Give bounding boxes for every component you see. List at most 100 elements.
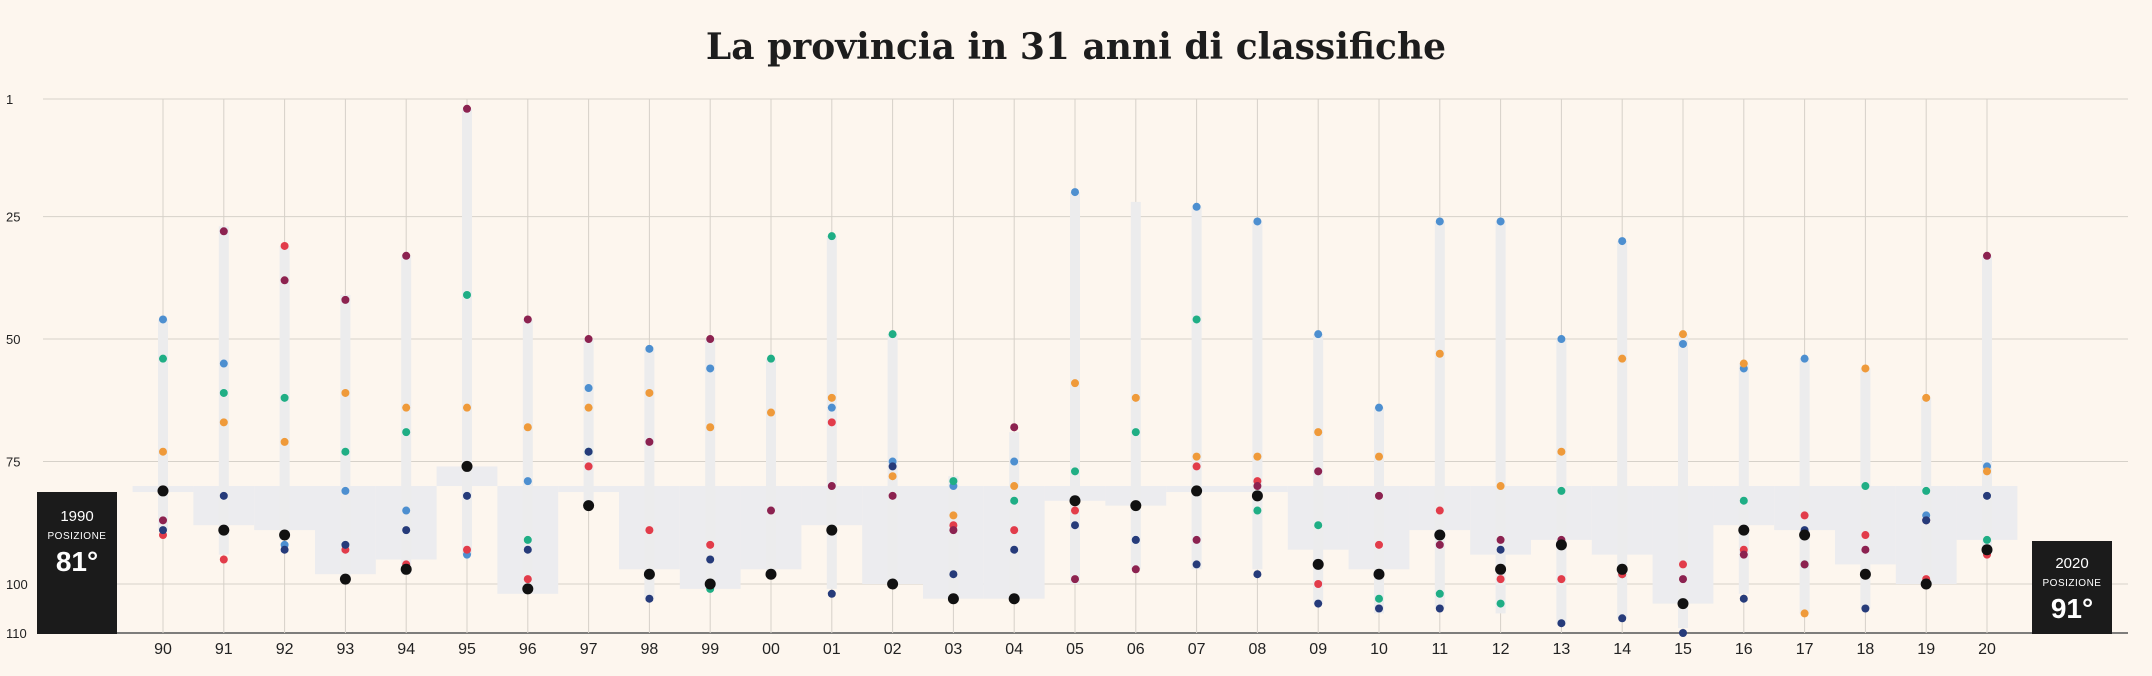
range-column-93 xyxy=(340,294,351,580)
x-tick-94: 94 xyxy=(397,641,415,658)
data-point-navy-94 xyxy=(402,526,411,535)
data-point-red-11 xyxy=(1435,506,1444,515)
data-point-teal-11 xyxy=(1435,589,1444,598)
data-point-navy-14 xyxy=(1618,614,1627,623)
range-column-10 xyxy=(1374,407,1384,614)
data-point-orange-18 xyxy=(1861,364,1870,373)
data-point-red-97 xyxy=(584,462,593,471)
range-column-12 xyxy=(1495,221,1506,614)
range-column-00 xyxy=(766,358,776,575)
data-point-teal-94 xyxy=(402,428,411,437)
range-column-14 xyxy=(1617,241,1628,619)
x-tick-15: 15 xyxy=(1674,641,1692,658)
data-point-teal-08 xyxy=(1253,506,1262,515)
data-point-orange-10 xyxy=(1375,452,1383,461)
data-point-highlight-19 xyxy=(1920,578,1932,590)
range-column-03 xyxy=(948,476,959,599)
data-point-blue-14 xyxy=(1618,237,1627,246)
y-tick-1: 1 xyxy=(6,92,13,107)
data-point-teal-05 xyxy=(1071,467,1079,476)
data-point-red-10 xyxy=(1375,540,1383,549)
end-caption: POSIZIONE xyxy=(2042,578,2102,589)
range-column-17 xyxy=(1799,358,1810,614)
data-point-blue-15 xyxy=(1679,339,1687,348)
range-column-05 xyxy=(1070,192,1080,585)
data-point-navy-95 xyxy=(463,491,471,500)
y-axis-ticks: 1 25 50 75 100 110 xyxy=(6,92,28,641)
range-column-92 xyxy=(279,245,290,540)
data-point-purple-96 xyxy=(523,315,532,324)
data-point-navy-04 xyxy=(1010,545,1019,554)
data-point-highlight-07 xyxy=(1191,485,1203,497)
data-point-orange-04 xyxy=(1010,482,1019,491)
data-point-orange-99 xyxy=(706,423,715,432)
data-point-red-98 xyxy=(645,526,654,535)
data-point-purple-05 xyxy=(1071,575,1079,584)
range-column-08 xyxy=(1252,221,1263,570)
range-column-95 xyxy=(462,108,472,555)
x-tick-07: 07 xyxy=(1188,641,1206,658)
data-point-highlight-02 xyxy=(887,578,899,590)
y-tick-100: 100 xyxy=(6,577,28,592)
data-point-blue-05 xyxy=(1071,188,1079,197)
data-point-teal-96 xyxy=(523,535,532,544)
range-column-06 xyxy=(1130,201,1141,570)
data-point-orange-16 xyxy=(1739,359,1748,368)
data-point-navy-93 xyxy=(341,540,350,549)
data-point-purple-16 xyxy=(1739,550,1748,559)
data-point-teal-95 xyxy=(463,290,471,299)
data-point-highlight-90 xyxy=(157,485,169,497)
data-point-navy-90 xyxy=(159,526,167,535)
data-point-highlight-99 xyxy=(704,578,716,590)
data-point-orange-09 xyxy=(1314,428,1323,437)
data-point-red-92 xyxy=(280,241,289,250)
x-tick-05: 05 xyxy=(1066,641,1084,658)
range-column-96 xyxy=(522,319,533,589)
range-column-90 xyxy=(158,319,168,531)
data-point-purple-95 xyxy=(463,104,471,113)
range-column-98 xyxy=(644,348,655,599)
x-tick-14: 14 xyxy=(1613,641,1631,658)
data-point-navy-01 xyxy=(827,589,836,598)
data-point-teal-93 xyxy=(341,447,350,456)
data-point-navy-11 xyxy=(1435,604,1444,613)
data-point-teal-13 xyxy=(1557,486,1566,495)
data-point-orange-14 xyxy=(1618,354,1627,363)
y-tick-25: 25 xyxy=(6,210,20,225)
data-point-red-17 xyxy=(1800,511,1809,520)
data-point-orange-13 xyxy=(1557,447,1566,456)
data-point-teal-91 xyxy=(219,388,228,397)
data-point-highlight-04 xyxy=(1008,593,1020,605)
data-point-red-99 xyxy=(706,540,715,549)
data-point-teal-09 xyxy=(1314,521,1323,530)
data-point-purple-93 xyxy=(341,295,350,304)
data-point-teal-06 xyxy=(1131,428,1140,437)
data-point-navy-96 xyxy=(523,545,532,554)
range-column-11 xyxy=(1434,221,1445,609)
data-point-navy-06 xyxy=(1131,535,1140,544)
data-point-highlight-96 xyxy=(522,583,534,595)
x-tick-96: 96 xyxy=(519,641,537,658)
data-point-purple-15 xyxy=(1679,575,1687,584)
data-point-highlight-10 xyxy=(1373,568,1385,580)
data-point-red-01 xyxy=(827,418,836,427)
data-point-blue-90 xyxy=(159,315,167,324)
data-point-highlight-11 xyxy=(1434,529,1446,541)
range-column-16 xyxy=(1738,363,1749,594)
data-point-highlight-95 xyxy=(461,460,473,472)
data-point-orange-07 xyxy=(1192,452,1201,461)
range-column-99 xyxy=(705,339,716,585)
data-point-teal-07 xyxy=(1192,315,1201,324)
data-point-purple-06 xyxy=(1131,565,1140,574)
data-point-orange-94 xyxy=(402,403,411,412)
range-column-97 xyxy=(583,339,594,506)
data-point-highlight-18 xyxy=(1859,568,1871,580)
range-column-01 xyxy=(826,236,837,589)
data-point-purple-02 xyxy=(888,491,897,500)
data-point-purple-03 xyxy=(949,526,958,535)
x-tick-03: 03 xyxy=(945,641,963,658)
data-point-purple-01 xyxy=(827,482,836,491)
data-point-highlight-93 xyxy=(339,573,351,585)
